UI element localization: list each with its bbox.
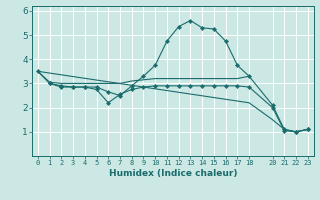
X-axis label: Humidex (Indice chaleur): Humidex (Indice chaleur) [108,169,237,178]
